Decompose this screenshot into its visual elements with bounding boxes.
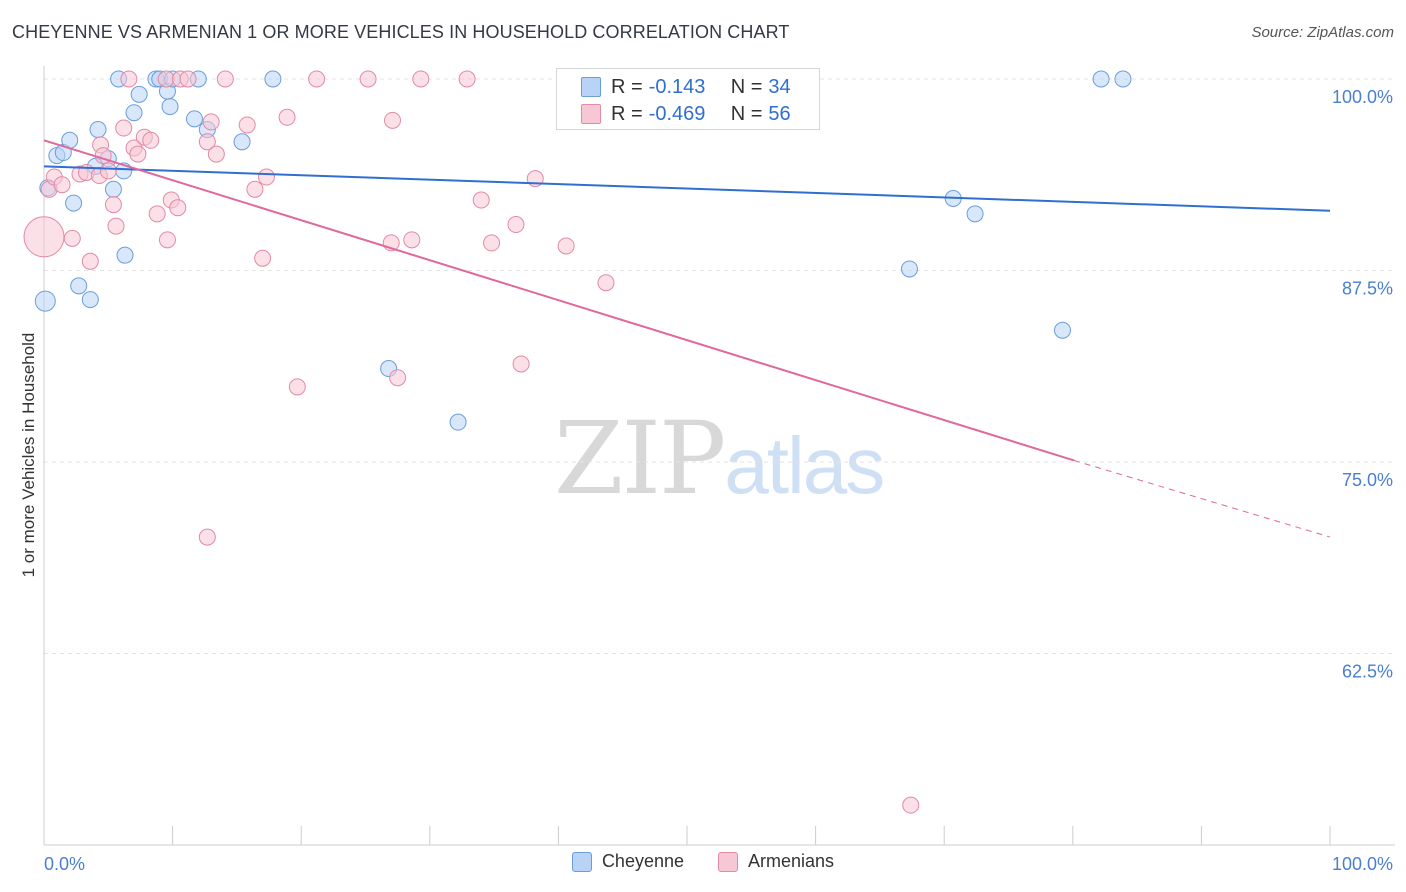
- legend-item-cheyenne[interactable]: Cheyenne: [571, 851, 685, 872]
- armenians-trend-line: [43, 139, 1075, 462]
- cheyenne-point: [185, 110, 203, 128]
- stats-legend: R = -0.143 N = 34 R = -0.469 N = 56: [556, 68, 820, 130]
- armenians-point: [597, 274, 615, 292]
- armenians-point: [120, 70, 138, 88]
- armenians-point: [507, 216, 525, 234]
- y-tick-label: 87.5%: [1342, 279, 1393, 299]
- r-value: -0.143: [648, 75, 706, 98]
- armenians-point: [308, 70, 326, 88]
- armenians-point: [254, 249, 272, 267]
- armenians-point: [157, 70, 175, 88]
- series-legend: Cheyenne Armenians: [0, 851, 1406, 872]
- cheyenne-point: [1092, 70, 1110, 88]
- armenians-point: [169, 199, 187, 217]
- armenians-point: [202, 113, 220, 131]
- armenians-point: [107, 217, 125, 235]
- n-value: 34: [768, 75, 791, 98]
- legend-swatch-cheyenne: [571, 851, 592, 872]
- cheyenne-point: [65, 194, 83, 212]
- armenians-point: [63, 229, 81, 247]
- cheyenne-point: [966, 205, 984, 223]
- armenians-trend-extension: [1073, 459, 1331, 538]
- r-value: -0.469: [648, 102, 706, 125]
- armenians-point: [472, 191, 490, 209]
- armenians-point: [238, 116, 256, 134]
- cheyenne-point: [1114, 70, 1132, 88]
- cheyenne-point: [116, 246, 134, 264]
- armenians-point: [288, 378, 306, 396]
- cheyenne-point: [89, 121, 107, 139]
- armenians-point: [403, 231, 421, 249]
- x-tick-label: 0.0%: [44, 854, 85, 874]
- cheyenne-point: [264, 70, 282, 88]
- armenians-point: [512, 355, 530, 373]
- armenians-point: [81, 252, 99, 270]
- armenians-point: [148, 205, 166, 223]
- armenians-point: [99, 162, 117, 180]
- armenians-point: [902, 796, 920, 814]
- y-axis-title: 1 or more Vehicles in Household: [19, 333, 38, 578]
- cheyenne-point: [161, 98, 179, 116]
- armenians-point: [158, 231, 176, 249]
- armenians-point: [179, 70, 197, 88]
- cheyenne-point: [233, 133, 251, 151]
- armenians-point: [198, 528, 216, 546]
- chart-title: CHEYENNE VS ARMENIAN 1 OR MORE VEHICLES …: [12, 22, 790, 42]
- cheyenne-point: [1054, 321, 1072, 339]
- armenians-point: [278, 108, 296, 126]
- cheyenne-point: [130, 85, 148, 103]
- n-label: N =: [730, 75, 763, 98]
- armenians-point: [23, 216, 65, 258]
- armenians-point: [129, 145, 147, 163]
- stats-row-cheyenne: R = -0.143 N = 34: [581, 75, 791, 99]
- armenians-point: [389, 369, 407, 387]
- r-label: R =: [611, 102, 643, 125]
- cheyenne-point: [70, 277, 88, 295]
- armenians-point: [198, 133, 216, 151]
- armenians-point: [115, 119, 133, 137]
- armenians-point: [384, 111, 402, 129]
- armenians-point: [142, 131, 160, 149]
- chart-source: Source: ZipAtlas.com: [1251, 24, 1394, 41]
- cheyenne-point: [104, 180, 122, 198]
- legend-swatch-armenians: [718, 851, 739, 872]
- cheyenne-point: [34, 290, 56, 312]
- y-tick-label: 62.5%: [1342, 662, 1393, 682]
- x-tick-label: 100.0%: [1332, 854, 1393, 874]
- legend-item-armenians[interactable]: Armenians: [718, 851, 834, 872]
- r-label: R =: [611, 75, 643, 98]
- stats-row-armenians: R = -0.469 N = 56: [581, 102, 791, 126]
- armenians-point: [207, 145, 225, 163]
- armenians-point: [246, 180, 264, 198]
- armenians-point: [359, 70, 377, 88]
- cheyenne-point: [449, 413, 467, 431]
- legend-label-cheyenne: Cheyenne: [601, 851, 685, 871]
- y-tick-label: 100.0%: [1332, 87, 1393, 107]
- armenians-point: [53, 176, 71, 194]
- armenians-point: [483, 234, 501, 252]
- armenians-point: [412, 70, 430, 88]
- armenians-point: [257, 168, 275, 186]
- y-tick-label: 75.0%: [1342, 470, 1393, 490]
- n-value: 56: [768, 102, 791, 125]
- cheyenne-trend-line: [43, 165, 1331, 212]
- cheyenne-point: [81, 291, 99, 309]
- n-label: N =: [730, 102, 763, 125]
- armenians-point: [216, 70, 234, 88]
- armenians-point: [458, 70, 476, 88]
- cheyenne-point: [900, 260, 918, 278]
- stats-swatch-cheyenne: [581, 77, 601, 97]
- armenians-point: [104, 196, 122, 214]
- legend-label-armenians: Armenians: [748, 851, 835, 871]
- stats-swatch-armenians: [581, 104, 601, 124]
- cheyenne-point: [125, 104, 143, 122]
- armenians-point: [557, 237, 575, 255]
